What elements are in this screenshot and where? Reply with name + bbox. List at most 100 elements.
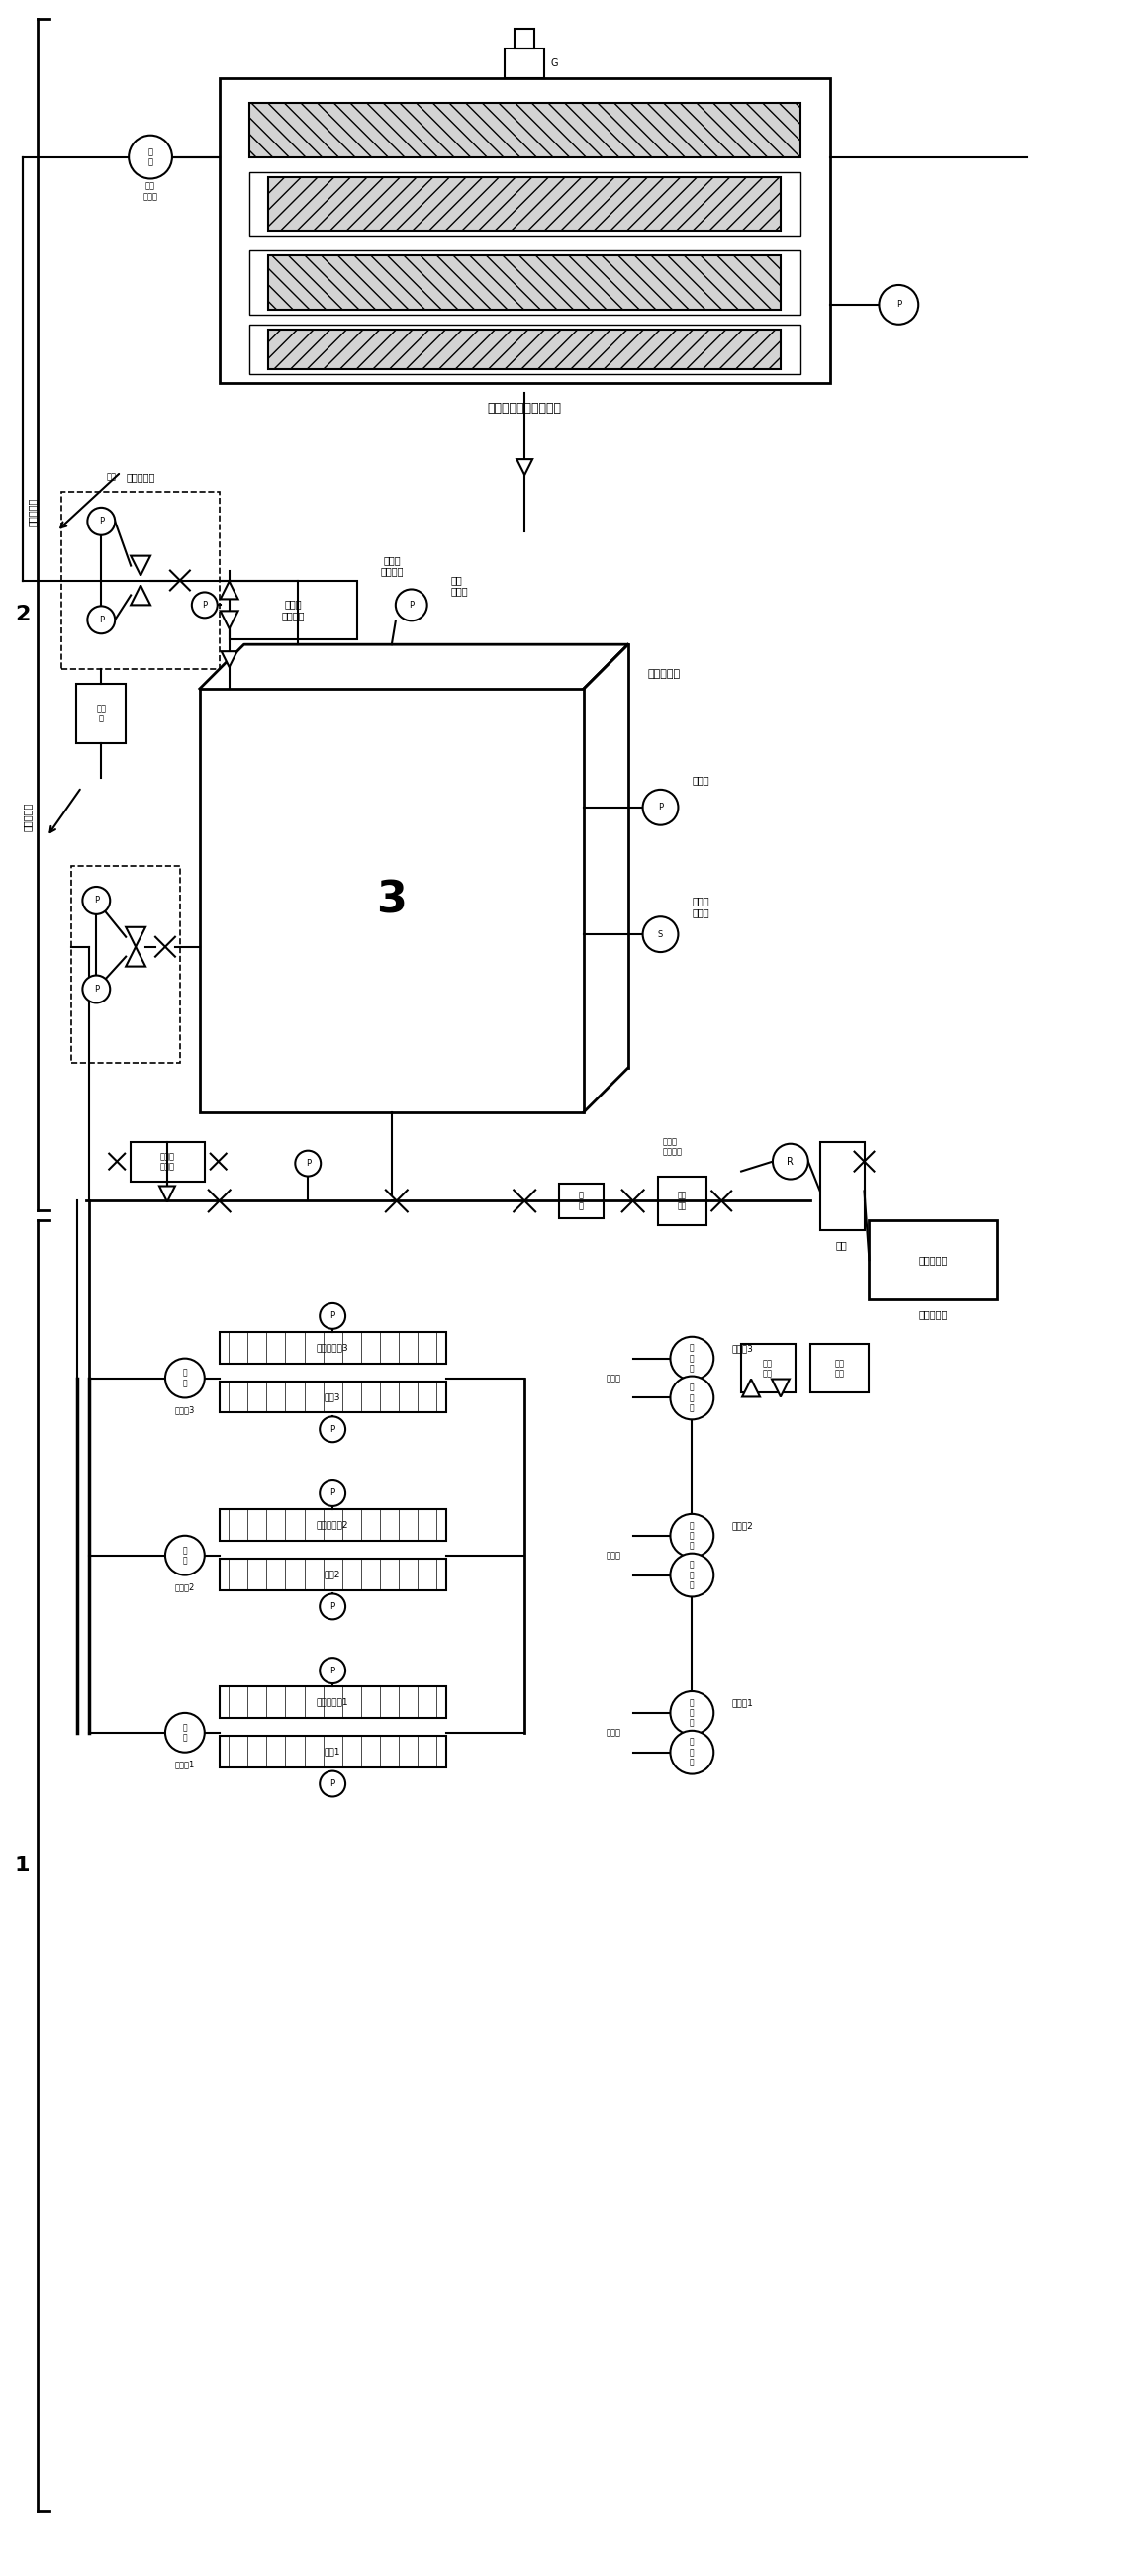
Polygon shape (221, 582, 238, 600)
Text: 恒温控制箱: 恒温控制箱 (647, 670, 680, 680)
Text: P: P (99, 518, 104, 526)
Circle shape (88, 507, 115, 536)
Bar (220, 77, 830, 384)
Circle shape (82, 886, 110, 914)
Bar (72, 866, 180, 1064)
Text: 平流泵2: 平流泵2 (175, 1582, 195, 1592)
Text: P: P (93, 896, 99, 904)
Bar (249, 103, 801, 157)
Circle shape (166, 1358, 205, 1399)
Text: 注
入
泵: 注 入 泵 (690, 1561, 695, 1589)
Text: P: P (330, 1602, 336, 1610)
Text: 回压控制器: 回压控制器 (23, 801, 33, 832)
Text: 岩心3: 岩心3 (324, 1394, 341, 1401)
Circle shape (88, 605, 115, 634)
Polygon shape (742, 1378, 760, 1396)
Text: 岩心夹持器3: 岩心夹持器3 (316, 1342, 349, 1352)
Circle shape (670, 1337, 714, 1381)
Circle shape (166, 1713, 205, 1752)
Text: 恒温
控制箱: 恒温 控制箱 (450, 574, 468, 595)
Text: 回压: 回压 (106, 471, 116, 482)
Text: 注
入
泵: 注 入 泵 (690, 1345, 695, 1373)
Polygon shape (126, 927, 145, 948)
Text: 注入端: 注入端 (606, 1373, 620, 1383)
Bar (220, 1510, 446, 1540)
Bar (269, 178, 780, 232)
Bar (220, 1736, 446, 1767)
Text: 平流泵1: 平流泵1 (175, 1759, 195, 1770)
Text: G: G (551, 59, 557, 70)
Text: S: S (658, 930, 663, 938)
Text: 气液
分离: 气液 分离 (678, 1190, 687, 1211)
Text: 注
入
泵: 注 入 泵 (690, 1383, 695, 1412)
Bar (810, 1345, 869, 1394)
Text: 岩心夹持器1: 岩心夹持器1 (316, 1698, 349, 1705)
Text: 2: 2 (15, 605, 30, 626)
Text: 液量
计: 液量 计 (96, 703, 106, 724)
Circle shape (320, 1659, 346, 1682)
Text: 储能空压机: 储能空压机 (919, 1309, 948, 1319)
Bar (249, 173, 801, 237)
Polygon shape (221, 611, 238, 629)
Circle shape (670, 1731, 714, 1775)
Polygon shape (517, 459, 533, 474)
Bar (658, 1177, 707, 1226)
Text: 注入端: 注入端 (606, 1551, 620, 1561)
Bar (62, 492, 220, 670)
Polygon shape (222, 652, 238, 667)
Text: 压力表: 压力表 (692, 775, 709, 786)
Text: 注入端: 注入端 (606, 1728, 620, 1736)
Circle shape (670, 1553, 714, 1597)
Text: 过滤器
计量装置: 过滤器 计量装置 (662, 1136, 682, 1157)
Text: 回压泵
控制系统: 回压泵 控制系统 (282, 600, 305, 621)
Bar (77, 683, 126, 742)
Text: 饱和度
传感器: 饱和度 传感器 (692, 896, 709, 917)
Bar (131, 1141, 205, 1182)
Circle shape (772, 1144, 808, 1180)
Text: 岩心1: 岩心1 (324, 1747, 341, 1757)
Circle shape (670, 1376, 714, 1419)
Circle shape (191, 592, 217, 618)
Circle shape (643, 917, 678, 953)
Text: 回压控制器: 回压控制器 (126, 471, 155, 482)
Bar (269, 255, 780, 309)
Bar (220, 1558, 446, 1589)
Text: 泡沫发
生装置: 泡沫发 生装置 (160, 1151, 175, 1172)
Polygon shape (159, 1185, 175, 1203)
Text: P: P (330, 1489, 336, 1497)
Bar (249, 250, 801, 314)
Bar (220, 1332, 446, 1363)
Text: 注入泵2: 注入泵2 (732, 1522, 753, 1530)
Bar (820, 1141, 865, 1231)
Circle shape (670, 1515, 714, 1558)
Polygon shape (131, 585, 151, 605)
Circle shape (395, 590, 427, 621)
Text: P: P (202, 600, 207, 611)
Text: P: P (99, 616, 104, 623)
Text: 平
流: 平 流 (182, 1546, 187, 1566)
Bar (515, 28, 535, 49)
Bar (741, 1345, 795, 1394)
Bar (220, 1381, 446, 1412)
Text: 注
入
泵: 注 入 泵 (690, 1520, 695, 1551)
Text: 注入泵3: 注入泵3 (732, 1345, 753, 1352)
Bar (504, 49, 544, 77)
Text: P: P (330, 1667, 336, 1674)
Text: 注
入
泵: 注 入 泵 (690, 1739, 695, 1767)
Text: 储能空压机: 储能空压机 (919, 1255, 948, 1265)
Bar (220, 1687, 446, 1718)
Text: 岩心夹持器2: 岩心夹持器2 (316, 1520, 349, 1530)
Circle shape (320, 1595, 346, 1620)
Bar (249, 325, 801, 374)
Text: 过
滤: 过 滤 (579, 1190, 583, 1211)
Circle shape (320, 1303, 346, 1329)
Text: P: P (330, 1425, 336, 1435)
Text: R: R (787, 1157, 794, 1167)
Circle shape (643, 791, 678, 824)
Text: 平流泵3: 平流泵3 (175, 1404, 195, 1414)
Text: 平
流: 平 流 (182, 1368, 187, 1388)
Bar (199, 688, 583, 1113)
Text: 恒温箱
控制系统: 恒温箱 控制系统 (381, 554, 403, 577)
Circle shape (320, 1417, 346, 1443)
Text: 平
流: 平 流 (182, 1723, 187, 1741)
